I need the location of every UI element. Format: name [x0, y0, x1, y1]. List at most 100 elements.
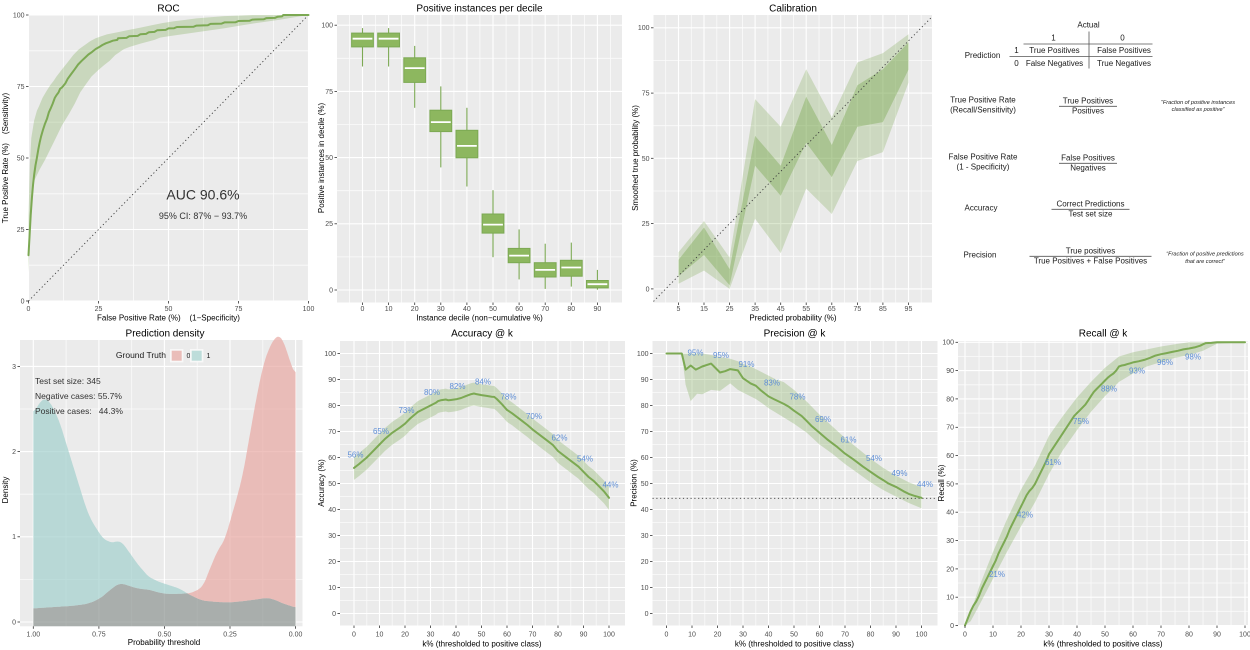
svg-text:90: 90 — [1213, 632, 1221, 639]
svg-text:25: 25 — [325, 221, 333, 228]
svg-text:93%: 93% — [1129, 366, 1145, 375]
svg-text:Positive instances in decile (: Positive instances in decile (%) — [317, 103, 326, 214]
svg-text:10: 10 — [641, 585, 649, 592]
svg-text:20: 20 — [401, 632, 409, 639]
svg-text:61%: 61% — [840, 436, 856, 445]
svg-text:91%: 91% — [738, 360, 754, 369]
svg-text:100: 100 — [603, 632, 615, 639]
svg-text:30: 30 — [427, 632, 435, 639]
svg-text:Instance decile (non−cumulativ: Instance decile (non−cumulative %) — [416, 314, 543, 323]
svg-text:True positives: True positives — [1066, 247, 1116, 256]
svg-text:40: 40 — [463, 306, 471, 313]
svg-text:84%: 84% — [475, 378, 491, 387]
svg-text:1: 1 — [1014, 46, 1019, 55]
svg-text:80: 80 — [1185, 632, 1193, 639]
svg-text:0: 0 — [963, 632, 967, 639]
svg-text:10: 10 — [946, 595, 954, 602]
svg-text:0: 0 — [646, 286, 650, 293]
svg-text:0: 0 — [329, 287, 333, 294]
svg-text:100: 100 — [303, 306, 315, 313]
svg-text:False Positive Rate (%) (1−: False Positive Rate (%) (1−Specificity) — [97, 314, 240, 323]
svg-text:60: 60 — [641, 455, 649, 462]
svg-text:70: 70 — [946, 425, 954, 432]
svg-text:54%: 54% — [866, 454, 882, 463]
svg-text:Correct Predictions: Correct Predictions — [1056, 200, 1124, 209]
svg-text:65%: 65% — [373, 427, 389, 436]
svg-text:ROC: ROC — [157, 4, 179, 15]
svg-text:80: 80 — [567, 306, 575, 313]
svg-text:30: 30 — [328, 533, 336, 540]
svg-text:0: 0 — [645, 611, 649, 618]
svg-text:10: 10 — [328, 585, 336, 592]
svg-text:0: 0 — [1120, 34, 1125, 43]
svg-text:100: 100 — [13, 12, 25, 19]
svg-text:10: 10 — [688, 632, 696, 639]
svg-text:classified as positive”: classified as positive” — [1172, 107, 1226, 113]
svg-text:Positive instances per decile: Positive instances per decile — [416, 4, 543, 15]
svg-text:56%: 56% — [347, 450, 363, 459]
svg-text:False Positives: False Positives — [1097, 46, 1151, 55]
svg-text:70: 70 — [1157, 632, 1165, 639]
svg-text:50: 50 — [946, 481, 954, 488]
svg-text:20: 20 — [641, 559, 649, 566]
svg-text:50: 50 — [642, 156, 650, 163]
svg-text:True Negatives: True Negatives — [1097, 59, 1151, 68]
svg-text:90: 90 — [946, 368, 954, 375]
svg-text:82%: 82% — [449, 382, 465, 391]
svg-text:0: 0 — [1014, 59, 1019, 68]
svg-text:75%: 75% — [1073, 417, 1089, 426]
svg-text:0: 0 — [950, 623, 954, 630]
svg-text:90: 90 — [641, 377, 649, 384]
svg-text:Negative cases: 55.7%: Negative cases: 55.7% — [35, 391, 122, 401]
svg-text:Recall @ k: Recall @ k — [1079, 329, 1128, 340]
svg-text:True Positive Rate: True Positive Rate — [950, 95, 1016, 104]
svg-text:85: 85 — [879, 306, 887, 313]
svg-text:20: 20 — [411, 306, 419, 313]
svg-text:50: 50 — [478, 632, 486, 639]
svg-text:0: 0 — [352, 632, 356, 639]
svg-text:70: 70 — [328, 429, 336, 436]
svg-text:0: 0 — [21, 298, 25, 305]
svg-text:96%: 96% — [1157, 358, 1173, 367]
svg-text:40: 40 — [765, 632, 773, 639]
svg-text:10: 10 — [385, 306, 393, 313]
svg-text:75: 75 — [642, 90, 650, 97]
svg-text:60: 60 — [503, 632, 511, 639]
svg-text:75: 75 — [853, 306, 861, 313]
svg-text:44%: 44% — [602, 480, 618, 489]
svg-text:95%: 95% — [713, 351, 729, 360]
svg-text:75: 75 — [235, 306, 243, 313]
svg-text:44%: 44% — [917, 480, 933, 489]
svg-text:65: 65 — [828, 306, 836, 313]
svg-text:Smoothed true probability (%): Smoothed true probability (%) — [631, 105, 640, 211]
svg-text:Calibration: Calibration — [769, 4, 817, 15]
svg-text:100: 100 — [1239, 632, 1250, 639]
svg-text:Predicted probability (%): Predicted probability (%) — [749, 314, 836, 323]
svg-text:1: 1 — [207, 353, 211, 360]
svg-text:70%: 70% — [526, 412, 542, 421]
svg-text:30: 30 — [437, 306, 445, 313]
svg-text:49%: 49% — [891, 469, 907, 478]
svg-text:50: 50 — [1101, 632, 1109, 639]
svg-text:25: 25 — [95, 306, 103, 313]
svg-text:50: 50 — [790, 632, 798, 639]
svg-text:40: 40 — [452, 632, 460, 639]
svg-text:90: 90 — [580, 632, 588, 639]
svg-text:20: 20 — [714, 632, 722, 639]
svg-text:15: 15 — [700, 306, 708, 313]
svg-text:40: 40 — [641, 507, 649, 514]
svg-text:20: 20 — [328, 559, 336, 566]
svg-text:25: 25 — [17, 227, 25, 234]
svg-text:50: 50 — [641, 481, 649, 488]
svg-text:21%: 21% — [989, 570, 1005, 579]
svg-text:90: 90 — [892, 632, 900, 639]
svg-text:40: 40 — [946, 510, 954, 517]
svg-text:True Positives: True Positives — [1063, 97, 1113, 106]
svg-text:True Positives: True Positives — [1029, 46, 1079, 55]
svg-text:Probability threshold: Probability threshold — [128, 638, 200, 647]
svg-text:0: 0 — [665, 632, 669, 639]
svg-text:Positive cases: 44.3%: Positive cases: 44.3% — [35, 406, 123, 416]
svg-text:75: 75 — [17, 84, 25, 91]
svg-text:0: 0 — [332, 611, 336, 618]
svg-text:Test set size: 345: Test set size: 345 — [35, 376, 101, 386]
